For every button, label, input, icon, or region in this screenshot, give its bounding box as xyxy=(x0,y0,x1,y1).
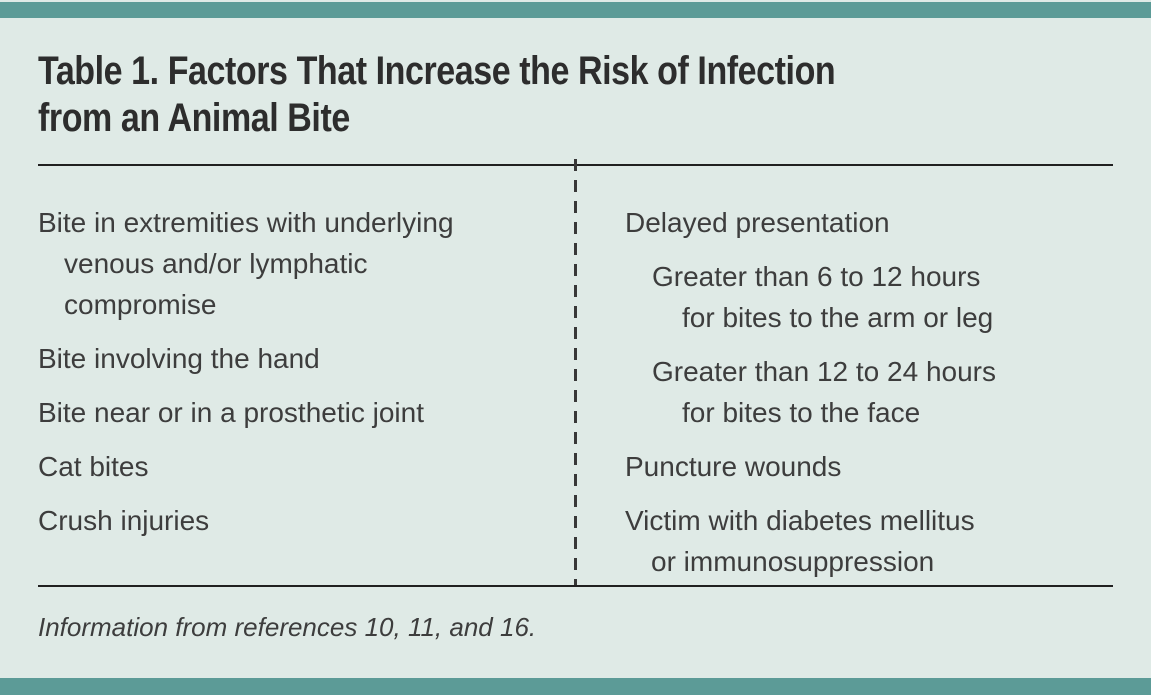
column-divider xyxy=(574,159,577,585)
bottom-rule xyxy=(38,585,1113,587)
risk-factor-extremities: Bite in extremities with underlying venou… xyxy=(38,207,454,320)
risk-factor-diabetes-immunosuppression: Victim with diabetes mellitus or immunosu… xyxy=(625,505,975,577)
risk-factor-prosthetic-joint: Bite near or in a prosthetic joint xyxy=(38,397,424,428)
left-column: Bite in extremities with underlying venou… xyxy=(38,202,563,554)
risk-factor-crush-injuries: Crush injuries xyxy=(38,505,210,536)
risk-factor-delay-arm-leg: Greater than 6 to 12 hours for bites to t… xyxy=(652,261,994,333)
bottom-accent-bar xyxy=(0,678,1151,695)
table-content: Table 1. Factors That Increase the Risk … xyxy=(38,0,1113,695)
table-footnote: Information from references 10, 11, and … xyxy=(38,612,537,642)
risk-factor-delayed-presentation: Delayed presentation xyxy=(625,207,890,238)
risk-factor-delay-face: Greater than 12 to 24 hours for bites to … xyxy=(652,356,996,428)
risk-factor-puncture-wounds: Puncture wounds xyxy=(625,451,842,482)
risk-factor-hand: Bite involving the hand xyxy=(38,343,320,374)
risk-factor-cat-bites: Cat bites xyxy=(38,451,149,482)
top-accent-bar xyxy=(0,2,1151,18)
table-body: Bite in extremities with underlying venou… xyxy=(38,159,1113,585)
right-column: Delayed presentation Greater than 6 to 1… xyxy=(625,202,1113,595)
table-title: Table 1. Factors That Increase the Risk … xyxy=(38,49,836,140)
